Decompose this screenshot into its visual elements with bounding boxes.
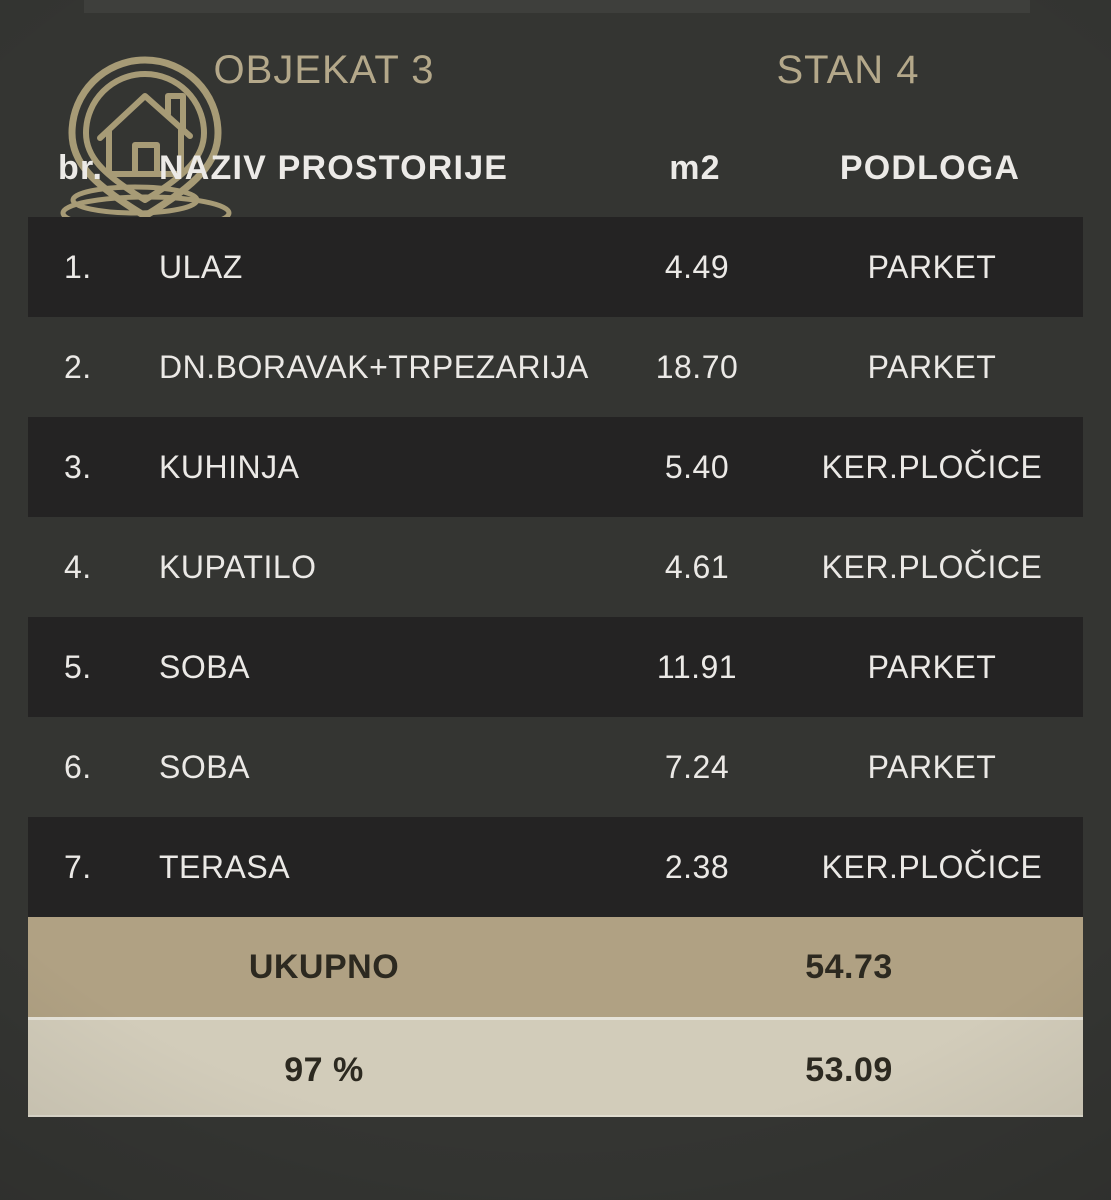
percent-label: 97 % [284,1051,364,1089]
room-name: KUPATILO [159,549,317,585]
room-name: TERASA [159,849,291,885]
area-value: 4.61 [664,549,730,585]
area-value: 5.40 [664,449,730,485]
row-number: 2. [64,349,92,385]
column-header-room-name: NAZIV PROSTORIJE [159,149,509,187]
area-value: 4.49 [664,249,730,285]
area-value: 18.70 [655,349,739,385]
room-name: DN.BORAVAK+TRPEZARIJA [159,349,589,385]
floor-type: PARKET [867,349,997,385]
table-row: 7. TERASA 2.38 KER.PLOČICE [28,817,1083,917]
column-header-area: m2 [669,149,721,187]
table-row: 4. KUPATILO 4.61 KER.PLOČICE [28,517,1083,617]
area-value: 11.91 [656,649,738,685]
room-name: SOBA [159,749,250,785]
table-row: 6. SOBA 7.24 PARKET [28,717,1083,817]
room-name: KUHINJA [159,449,300,485]
area-value: 2.38 [664,849,730,885]
column-header-br: br. [58,149,104,187]
table-header-row: br. NAZIV PROSTORIJE m2 PODLOGA [0,144,1111,192]
row-number: 7. [64,849,92,885]
floor-type: PARKET [867,649,997,685]
column-header-floor: PODLOGA [839,149,1021,187]
floor-type: PARKET [867,749,997,785]
floor-type: KER.PLOČICE [821,849,1043,885]
percent-area-value: 53.09 [805,1051,893,1089]
room-name: SOBA [159,649,250,685]
row-number: 5. [64,649,92,685]
floor-type: PARKET [867,249,997,285]
table-row: 5. SOBA 11.91 PARKET [28,617,1083,717]
room-name: ULAZ [159,249,243,285]
area-value: 7.24 [664,749,730,785]
table-row: 2. DN.BORAVAK+TRPEZARIJA 18.70 PARKET [28,317,1083,417]
total-label: UKUPNO [248,948,400,986]
apartment-title: STAN 4 [776,48,920,92]
row-number: 1. [64,249,92,285]
top-highlight-strip [84,0,1030,13]
table-row: 1. ULAZ 4.49 PARKET [28,217,1083,317]
row-number: 4. [64,549,92,585]
floor-type: KER.PLOČICE [821,449,1043,485]
row-number: 6. [64,749,92,785]
total-row: UKUPNO 54.73 [28,917,1083,1017]
room-table: 1. ULAZ 4.49 PARKET 2. DN.BORAVAK+TRPEZA… [28,217,1083,1117]
table-row: 3. KUHINJA 5.40 KER.PLOČICE [28,417,1083,517]
row-number: 3. [64,449,92,485]
total-area-value: 54.73 [805,948,893,986]
percent-row: 97 % 53.09 [28,1017,1083,1117]
building-title: OBJEKAT 3 [213,48,435,92]
floor-type: KER.PLOČICE [821,549,1043,585]
